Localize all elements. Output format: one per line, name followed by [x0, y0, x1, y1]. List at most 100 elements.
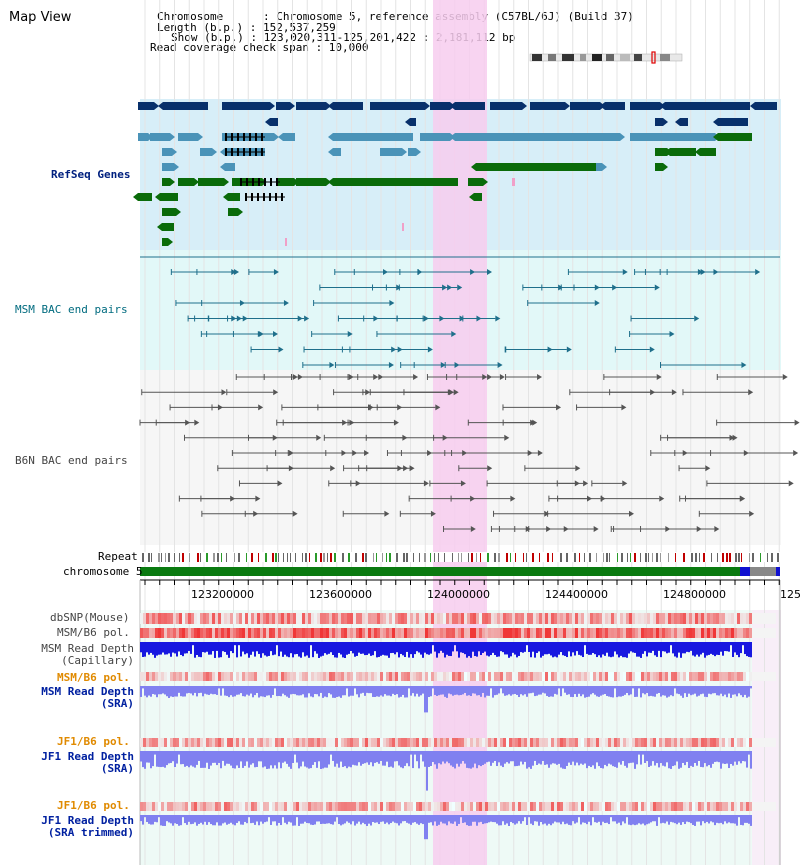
b6n-bac-pair[interactable]: [505, 374, 543, 380]
repeat-element[interactable]: [148, 553, 150, 562]
repeat-element[interactable]: [206, 553, 208, 562]
repeat-element[interactable]: [265, 553, 267, 562]
polymorphism-tracks[interactable]: [140, 613, 776, 811]
refseq-gene[interactable]: [228, 208, 243, 216]
repeat-element[interactable]: [151, 553, 152, 562]
repeat-element[interactable]: [234, 553, 235, 562]
repeat-element[interactable]: [668, 553, 669, 562]
repeat-element[interactable]: [729, 553, 731, 562]
b6n-bac-pair[interactable]: [650, 450, 688, 456]
repeat-element[interactable]: [735, 553, 737, 562]
refseq-gene[interactable]: [420, 133, 455, 141]
b6n-bac-pair[interactable]: [458, 465, 493, 472]
refseq-gene[interactable]: [223, 193, 240, 201]
msm-bac-pair[interactable]: [629, 331, 675, 337]
repeat-element[interactable]: [182, 553, 184, 562]
msm-b6-pol-heat-row[interactable]: [140, 628, 776, 638]
repeat-element[interactable]: [238, 553, 240, 562]
b6n-bac-pair[interactable]: [524, 465, 581, 472]
refseq-gene[interactable]: [162, 238, 173, 246]
repeat-element[interactable]: [323, 553, 325, 562]
b6n-bac-pair[interactable]: [603, 374, 662, 380]
b6n-bac-pair[interactable]: [201, 510, 259, 517]
refseq-gene[interactable]: [328, 102, 363, 110]
repeat-element[interactable]: [691, 553, 693, 562]
b6n-bac-pair[interactable]: [266, 465, 336, 472]
repeat-element[interactable]: [523, 553, 524, 562]
refseq-gene[interactable]: [296, 178, 331, 186]
refseq-gene[interactable]: [162, 208, 181, 216]
refseq-gene[interactable]: [512, 178, 515, 186]
repeat-element[interactable]: [419, 553, 420, 562]
repeat-element[interactable]: [142, 553, 144, 562]
refseq-gene[interactable]: [490, 133, 625, 141]
refseq-gene[interactable]: [296, 102, 331, 110]
refseq-gene[interactable]: [328, 133, 413, 141]
repeat-element[interactable]: [174, 553, 175, 562]
msm-bac-pair[interactable]: [630, 315, 700, 322]
repeat-element[interactable]: [675, 553, 676, 562]
msm-read-depth-sra[interactable]: [140, 686, 752, 713]
repeat-element[interactable]: [648, 553, 649, 562]
repeat-element[interactable]: [373, 553, 374, 562]
refseq-gene[interactable]: [222, 102, 275, 110]
repeat-element[interactable]: [396, 553, 398, 562]
repeat-element[interactable]: [498, 553, 500, 562]
b6n-bac-pair[interactable]: [682, 389, 754, 396]
jf1-read-depth-sra[interactable]: [140, 751, 752, 791]
repeat-element[interactable]: [168, 553, 170, 562]
jf1-b6-pol-heat-row[interactable]: [140, 802, 776, 811]
b6n-bac-pair[interactable]: [556, 480, 589, 487]
b6n-bac-pair[interactable]: [576, 404, 627, 411]
repeat-element[interactable]: [717, 553, 718, 562]
b6n-bac-pair[interactable]: [178, 495, 236, 502]
repeat-element[interactable]: [630, 553, 631, 562]
repeat-element[interactable]: [468, 553, 469, 562]
repeat-element[interactable]: [634, 553, 636, 562]
refseq-gene[interactable]: [285, 238, 287, 246]
repeat-element[interactable]: [596, 553, 597, 562]
b6n-bac-pair[interactable]: [211, 404, 264, 411]
refseq-gene[interactable]: [655, 163, 668, 171]
repeat-element[interactable]: [382, 553, 383, 562]
repeat-element[interactable]: [320, 553, 322, 562]
repeat-element[interactable]: [413, 553, 414, 562]
repeat-element[interactable]: [246, 553, 247, 562]
b6n-bac-pair[interactable]: [547, 510, 634, 517]
repeat-element[interactable]: [342, 553, 344, 562]
repeat-element[interactable]: [711, 553, 712, 562]
repeat-element[interactable]: [461, 553, 462, 562]
msm-bac-pair[interactable]: [363, 315, 429, 322]
refseq-gene[interactable]: [630, 133, 720, 141]
refseq-genes-track[interactable]: [133, 102, 777, 246]
refseq-gene[interactable]: [713, 133, 752, 141]
repeat-element[interactable]: [213, 553, 215, 562]
b6n-bac-pair[interactable]: [365, 434, 448, 441]
b6n-bac-pair[interactable]: [716, 374, 788, 380]
refseq-gene[interactable]: [695, 148, 716, 156]
b6n-bac-pair[interactable]: [667, 434, 735, 441]
msm-bac-pair[interactable]: [196, 269, 240, 275]
repeat-element[interactable]: [539, 553, 540, 562]
b6n-bac-pair[interactable]: [446, 374, 493, 380]
msm-bac-pair[interactable]: [341, 346, 433, 353]
refseq-gene[interactable]: [162, 163, 179, 171]
b6n-bac-pair[interactable]: [502, 419, 538, 426]
repeat-element[interactable]: [158, 553, 160, 562]
repeat-element[interactable]: [403, 553, 405, 562]
repeat-element[interactable]: [295, 553, 296, 562]
repeat-element[interactable]: [471, 553, 473, 562]
repeat-element[interactable]: [699, 553, 700, 562]
refseq-gene[interactable]: [138, 102, 159, 110]
repeat-element[interactable]: [348, 553, 350, 562]
repeat-element[interactable]: [458, 553, 459, 562]
b6n-bac-pair[interactable]: [429, 480, 466, 487]
repeat-element[interactable]: [438, 553, 439, 562]
refseq-gene[interactable]: [220, 163, 235, 171]
b6n-bac-pair[interactable]: [493, 510, 550, 517]
repeat-element[interactable]: [606, 553, 608, 562]
gene-exon-cluster[interactable]: [225, 148, 265, 156]
repeat-element[interactable]: [579, 553, 580, 562]
repeat-element[interactable]: [287, 553, 288, 562]
refseq-gene[interactable]: [162, 148, 177, 156]
